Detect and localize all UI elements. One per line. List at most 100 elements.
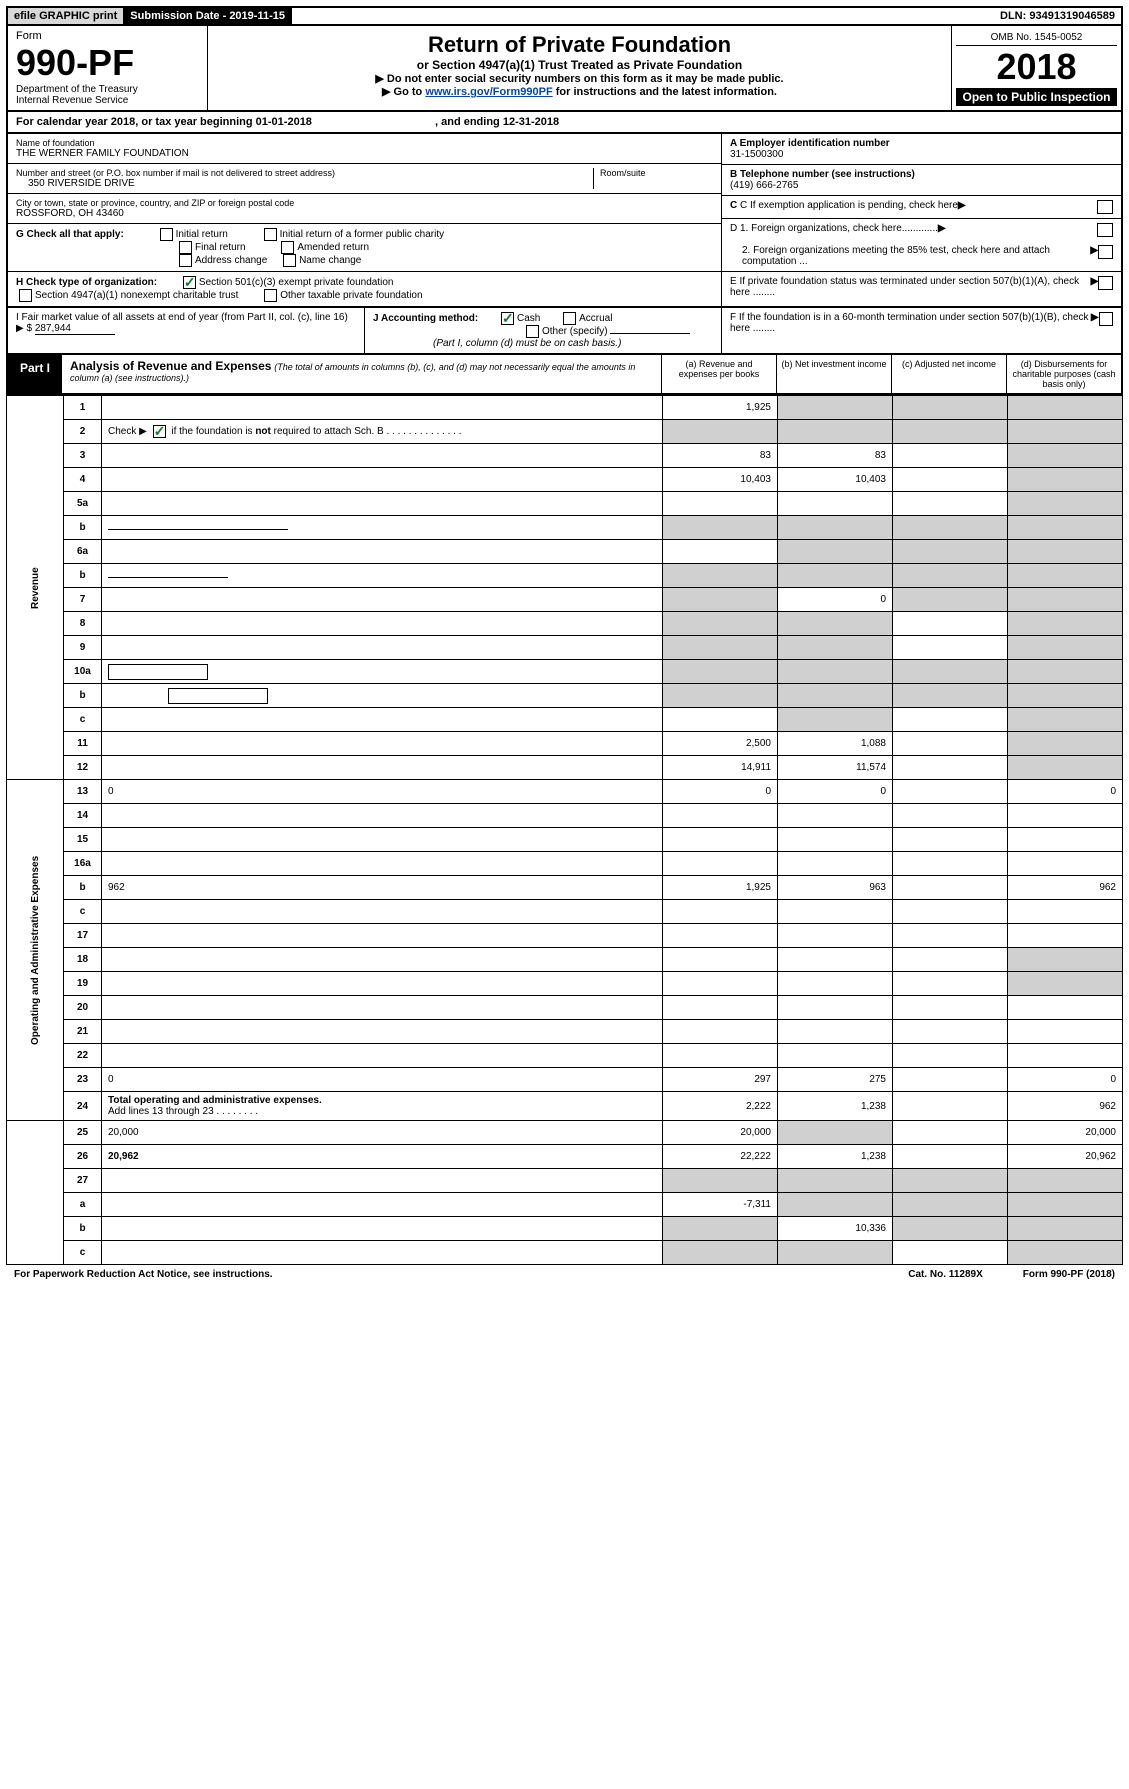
table-row: c: [7, 900, 1123, 924]
table-row: Revenue 11,925: [7, 396, 1123, 420]
table-row: Operating and Administrative Expenses 13…: [7, 780, 1123, 804]
h-section: H Check type of organization: Section 50…: [8, 272, 721, 306]
table-row: a-7,311: [7, 1193, 1123, 1217]
table-row: 70: [7, 588, 1123, 612]
table-row: 18: [7, 948, 1123, 972]
part1-table: Revenue 11,925 2Check ▶ if the foundatio…: [6, 395, 1123, 1265]
cb-e[interactable]: [1098, 276, 1113, 290]
table-row: 5a: [7, 492, 1123, 516]
irs-link[interactable]: www.irs.gov/Form990PF: [425, 86, 552, 98]
paperwork-notice: For Paperwork Reduction Act Notice, see …: [14, 1269, 273, 1280]
cb-d1[interactable]: [1097, 223, 1113, 237]
ein-label: A Employer identification number: [730, 138, 890, 149]
inst-2: ▶ Go to www.irs.gov/Form990PF for instru…: [214, 85, 945, 98]
room-label: Room/suite: [600, 168, 713, 178]
table-row: 2520,00020,00020,000: [7, 1121, 1123, 1145]
f-row: F If the foundation is in a 60-month ter…: [721, 308, 1121, 353]
cb-final[interactable]: [179, 241, 192, 254]
table-row: b10,336: [7, 1217, 1123, 1241]
table-row: 410,40310,403: [7, 468, 1123, 492]
identification-block: Name of foundation THE WERNER FAMILY FOU…: [6, 134, 1123, 308]
col-b-head: (b) Net investment income: [776, 355, 891, 393]
inst-1: ▶ Do not enter social security numbers o…: [214, 72, 945, 85]
table-row: 6a: [7, 540, 1123, 564]
table-row: 1214,91111,574: [7, 756, 1123, 780]
form-number: 990-PF: [16, 42, 199, 84]
cb-c[interactable]: [1097, 200, 1113, 214]
foundation-name: THE WERNER FAMILY FOUNDATION: [16, 148, 713, 159]
g-section: G Check all that apply: Initial return I…: [8, 224, 721, 272]
phone: (419) 666-2765: [730, 180, 798, 191]
cb-d2[interactable]: [1098, 245, 1113, 259]
table-row: 10a: [7, 660, 1123, 684]
d2-row: 2. Foreign organizations meeting the 85%…: [722, 241, 1121, 271]
e-row: E If private foundation status was termi…: [722, 271, 1121, 302]
part1-title: Analysis of Revenue and Expenses (The to…: [62, 355, 661, 393]
city: ROSSFORD, OH 43460: [16, 208, 713, 219]
omb: OMB No. 1545-0052: [956, 30, 1117, 46]
footer: For Paperwork Reduction Act Notice, see …: [6, 1265, 1123, 1284]
form-label: Form: [16, 30, 199, 42]
table-row: 8: [7, 612, 1123, 636]
part1-header: Part I Analysis of Revenue and Expenses …: [6, 355, 1123, 395]
phone-label: B Telephone number (see instructions): [730, 169, 915, 180]
table-row: 17: [7, 924, 1123, 948]
table-row: 21: [7, 1020, 1123, 1044]
c-row: C C If exemption application is pending,…: [722, 196, 1121, 218]
table-row: 2302972750: [7, 1068, 1123, 1092]
cb-4947[interactable]: [19, 289, 32, 302]
cb-initial[interactable]: [160, 228, 173, 241]
form-subtitle: or Section 4947(a)(1) Trust Treated as P…: [214, 58, 945, 72]
expenses-label: Operating and Administrative Expenses: [7, 780, 64, 1121]
table-row: c: [7, 708, 1123, 732]
irs: Internal Revenue Service: [16, 95, 199, 106]
table-row: 38383: [7, 444, 1123, 468]
cb-initial-former[interactable]: [264, 228, 277, 241]
table-row: 20: [7, 996, 1123, 1020]
table-row: b: [7, 516, 1123, 540]
submission-date: Submission Date - 2019-11-15: [124, 8, 292, 24]
table-row: 2Check ▶ if the foundation is not requir…: [7, 420, 1123, 444]
col-c-head: (c) Adjusted net income: [891, 355, 1006, 393]
table-row: 2620,96222,2221,23820,962: [7, 1145, 1123, 1169]
table-row: 24Total operating and administrative exp…: [7, 1092, 1123, 1121]
cb-other-taxable[interactable]: [264, 289, 277, 302]
address: 350 RIVERSIDE DRIVE: [16, 178, 593, 189]
cb-cash[interactable]: [501, 312, 514, 325]
table-row: 14: [7, 804, 1123, 828]
table-row: 19: [7, 972, 1123, 996]
tax-year: 2018: [956, 46, 1117, 88]
cb-f[interactable]: [1099, 312, 1113, 326]
ein: 31-1500300: [730, 149, 783, 160]
cb-other-method[interactable]: [526, 325, 539, 338]
dln: DLN: 93491319046589: [994, 8, 1121, 24]
cat-no: Cat. No. 11289X: [908, 1269, 982, 1280]
cb-addr-change[interactable]: [179, 254, 192, 267]
cb-accrual[interactable]: [563, 312, 576, 325]
revenue-label: Revenue: [7, 396, 64, 780]
table-row: 9: [7, 636, 1123, 660]
table-row: b: [7, 564, 1123, 588]
ij-row: I Fair market value of all assets at end…: [6, 308, 1123, 355]
cb-sch-b[interactable]: [153, 425, 166, 438]
col-d-head: (d) Disbursements for charitable purpose…: [1006, 355, 1121, 393]
table-row: 16a: [7, 852, 1123, 876]
dept: Department of the Treasury: [16, 84, 199, 95]
col-a-head: (a) Revenue and expenses per books: [661, 355, 776, 393]
open-public: Open to Public Inspection: [956, 88, 1117, 106]
table-row: 15: [7, 828, 1123, 852]
form-title: Return of Private Foundation: [214, 32, 945, 58]
cb-501c3[interactable]: [183, 276, 196, 289]
top-bar: efile GRAPHIC print Submission Date - 20…: [6, 6, 1123, 26]
name-label: Name of foundation: [16, 138, 713, 148]
table-row: b9621,925963962: [7, 876, 1123, 900]
calendar-year: For calendar year 2018, or tax year begi…: [6, 112, 1123, 134]
cb-name-change[interactable]: [283, 254, 296, 267]
table-row: c: [7, 1241, 1123, 1265]
form-header: Form 990-PF Department of the Treasury I…: [6, 26, 1123, 112]
efile-label: efile GRAPHIC print: [8, 8, 124, 24]
cb-amended[interactable]: [281, 241, 294, 254]
d1-row: D 1. Foreign organizations, check here..…: [722, 218, 1121, 241]
city-label: City or town, state or province, country…: [16, 198, 713, 208]
part1-label: Part I: [8, 355, 62, 393]
